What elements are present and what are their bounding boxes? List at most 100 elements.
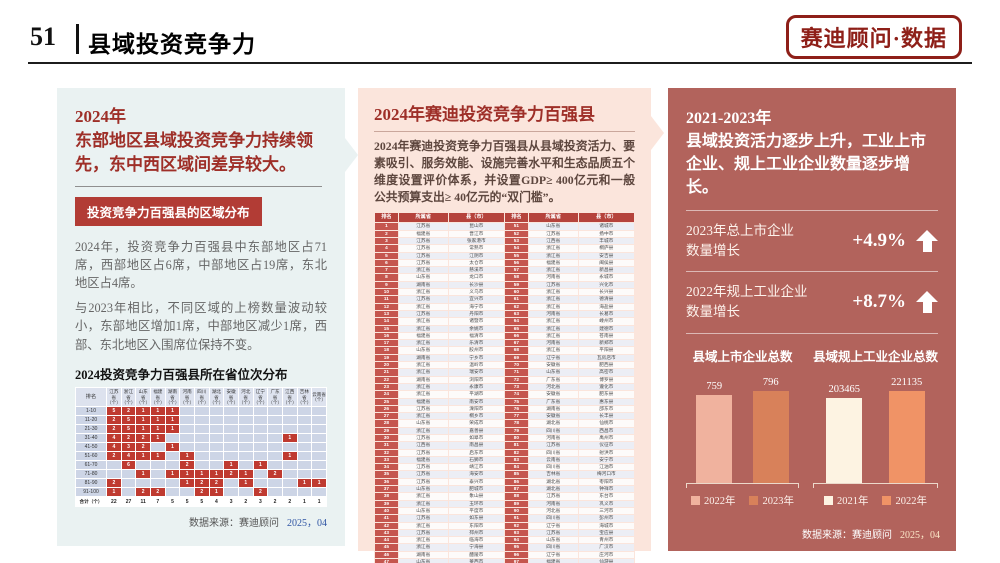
dist-cell (193, 424, 210, 435)
chart-industrial-companies: 县域规上工业企业总数 203465 221135 2021年 2022年 (812, 346, 939, 508)
left-source-label: 数据来源：赛迪顾问 (189, 518, 279, 530)
dist-rank-band: 21-30 (75, 424, 107, 435)
province-cell: 山东省 (527, 222, 579, 231)
bar (826, 397, 863, 483)
right-divider-2 (686, 271, 938, 273)
page-number: 51 (30, 22, 56, 51)
province-cell: 河北省 (527, 506, 579, 516)
rank-cell: 29 (374, 426, 399, 436)
dist-cell (223, 424, 239, 435)
dist-cell (237, 442, 254, 453)
dist-cell (237, 451, 254, 462)
dist-cell: 1 (223, 460, 239, 471)
right-divider-1 (686, 209, 938, 211)
rank-cell: 59 (503, 280, 529, 290)
province-cell: 河南省 (527, 309, 579, 319)
dist-rank-band: 41-50 (75, 442, 107, 453)
county-cell: 永康市 (447, 382, 505, 392)
county-cell: 福清市 (447, 331, 505, 341)
dist-cell (252, 406, 269, 417)
dist-province-header: 吉林省（个） (296, 387, 313, 408)
rank-cell: 12 (374, 302, 399, 311)
legend-swatch-icon (749, 495, 759, 505)
county-cell: 龙口市 (447, 273, 505, 282)
chart-listed-title: 县域上市企业总数 (692, 349, 793, 364)
county-cell: 南安市 (447, 397, 505, 406)
left-headline: 东部地区县域投资竞争力持续领先，东中西区域间差异较大。 (75, 131, 313, 174)
dist-cell: 1 (149, 433, 166, 444)
dist-cell (311, 487, 327, 498)
province-cell: 福建省 (527, 258, 579, 268)
county-cell: 安吉县 (577, 251, 636, 260)
county-cell: 巩义市 (577, 499, 636, 508)
bar (888, 390, 925, 483)
bar (752, 390, 789, 483)
county-cell: 平湖市 (447, 390, 505, 399)
rank-cell: 41 (374, 514, 399, 523)
legend-label: 2022年 (703, 495, 736, 507)
rank-cell: 73 (503, 382, 529, 392)
dist-cell: 2 (252, 487, 269, 498)
county-cell: 宁乡市 (447, 353, 505, 363)
dist-cell (296, 433, 313, 444)
province-cell: 山东省 (397, 419, 449, 428)
legend-item: 2022年 (690, 493, 736, 508)
middle-divider (374, 131, 635, 132)
dist-rank-band: 11-20 (75, 415, 107, 426)
dist-cell (208, 415, 225, 426)
dist-province-header: 四川省（个） (193, 387, 210, 408)
province-cell: 四川省 (527, 448, 579, 457)
up-arrow-icon (916, 229, 938, 252)
rank-cell: 3 (374, 236, 399, 246)
dist-total-cell: 2 (237, 496, 254, 508)
rank-cell: 6 (374, 258, 399, 268)
county-cell: 丹阳市 (447, 309, 505, 319)
dist-cell (296, 451, 313, 462)
county-cell: 靖江市 (447, 463, 505, 472)
rank-cell: 56 (503, 258, 529, 268)
county-cell: 邳州市 (447, 528, 505, 538)
middle-title: 2024年赛迪投资竞争力百强县 (374, 105, 595, 124)
county-cell: 嵊州市 (577, 317, 636, 326)
rank-cell: 7 (374, 266, 399, 275)
rank-cell: 55 (503, 251, 529, 260)
dist-cell (164, 478, 181, 489)
province-cell: 江苏省 (527, 280, 579, 290)
province-cell: 吉林省 (527, 470, 579, 479)
dist-cell: 4 (106, 442, 122, 453)
dist-rank-band: 51-60 (75, 451, 107, 462)
dist-cell (311, 451, 327, 462)
rank-cell: 93 (503, 528, 529, 538)
county-cell: 余姚市 (447, 324, 505, 333)
province-cell: 浙江省 (397, 360, 449, 370)
dist-cell: 2 (267, 469, 283, 480)
rank-cell: 69 (503, 353, 529, 363)
province-cell: 浙江省 (397, 536, 449, 545)
county-cell: 兴化市 (577, 280, 636, 290)
dist-cell: 1 (149, 424, 166, 435)
rank-cell: 94 (503, 536, 529, 545)
dist-cell (223, 406, 239, 417)
stat-listed-label: 2023年总上市企业 数量增长 (686, 221, 852, 262)
province-cell: 云南省 (527, 455, 579, 465)
dist-cell (252, 442, 269, 453)
province-cell: 四川省 (527, 426, 579, 436)
province-cell: 河南省 (527, 499, 579, 508)
dist-cell (267, 415, 283, 426)
dist-cell: 2 (120, 406, 137, 417)
rank-cell: 62 (503, 302, 529, 311)
panel-investment-vitality: 2021-2023年 县域投资活力逐步上升，工业上市企业、规上工业企业数量逐步增… (668, 88, 956, 551)
rank-cell: 52 (503, 229, 529, 238)
county-cell: 长丰县 (577, 412, 636, 421)
province-cell: 江苏省 (527, 441, 579, 450)
rank-cell: 47 (374, 558, 399, 563)
rank-cell: 75 (503, 397, 529, 406)
province-cell: 四川省 (527, 463, 579, 472)
dist-cell (223, 487, 239, 498)
county-cell: 张家港市 (447, 236, 505, 246)
rank-cell: 40 (374, 506, 399, 516)
dist-cell: 1 (237, 478, 254, 489)
county-cell: 南昌县 (447, 441, 505, 450)
dist-cell (149, 469, 166, 480)
left-source-note: 数据来源：赛迪顾问 2025，04 (75, 514, 327, 529)
